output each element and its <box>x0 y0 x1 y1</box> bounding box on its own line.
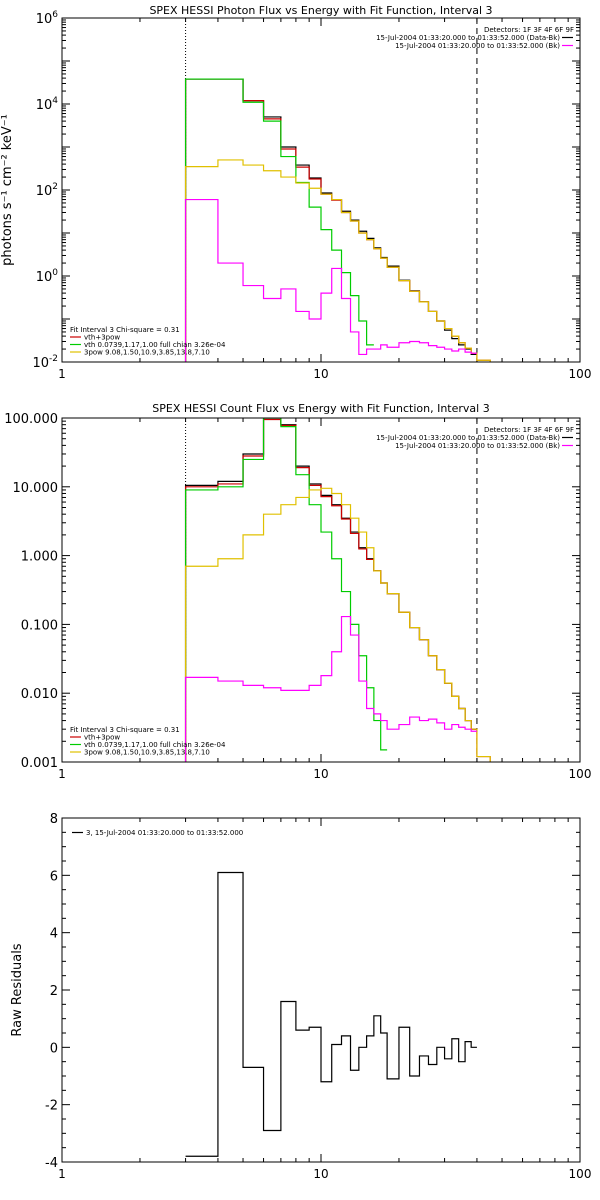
y-tick-label: 100.000 <box>4 412 58 427</box>
x-tick-label: 1 <box>58 767 66 781</box>
legend-header: Detectors: 1F 3F 4F 6F 9F <box>484 426 574 434</box>
y-tick-label: -2 <box>45 1099 58 1114</box>
series-background <box>184 198 477 362</box>
y-tick-label: 104 <box>36 96 59 113</box>
legend-header: Fit Interval 3 Chi-square = 0.31 <box>70 326 180 334</box>
series-data <box>184 78 477 362</box>
y-tick-label: -4 <box>45 1156 58 1171</box>
legend-entry-label: vth 0.0739,1.17,1.00 full chian 3.26e-04 <box>84 341 226 349</box>
plot-frame <box>61 17 581 363</box>
chart-1: SPEX HESSI Photon Flux vs Energy with Fi… <box>0 4 591 381</box>
y-tick-label: 0.010 <box>21 687 58 702</box>
legend-entry-label: 3pow 9.08,1.50,10.9,3.85,13.8,7.10 <box>84 349 210 357</box>
series-background <box>184 615 477 762</box>
y-tick-exponent: 0 <box>52 268 58 278</box>
y-tick-exponent: -2 <box>49 354 58 364</box>
series-powerlaw-line <box>184 487 491 762</box>
series-total <box>184 78 491 362</box>
y-tick-label: 102 <box>36 182 58 199</box>
legend-header: Detectors: 1F 3F 4F 6F 9F <box>484 26 574 34</box>
y-tick-label: 8 <box>50 812 58 827</box>
y-tick-label: 10.000 <box>13 481 59 496</box>
series-data-line <box>184 418 477 762</box>
x-tick-label: 100 <box>569 1167 592 1181</box>
series-thermal-line <box>184 418 388 762</box>
y-axis-label: photons s⁻¹ cm⁻² keV⁻¹ <box>0 114 15 266</box>
series-total-line <box>184 418 491 762</box>
series-thermal <box>184 418 388 762</box>
series-residuals-line <box>185 871 477 1157</box>
x-tick-label: 10 <box>313 767 328 781</box>
legend-entry-label: 3, 15-Jul-2004 01:33:20.000 to 01:33:52.… <box>86 829 243 837</box>
chart-title: SPEX HESSI Photon Flux vs Energy with Fi… <box>149 4 492 17</box>
y-tick-exponent: 6 <box>52 10 58 20</box>
series-total-line <box>184 78 491 362</box>
series-powerlaw <box>184 159 491 362</box>
y-axis-label: Raw Residuals <box>10 943 25 1036</box>
legend-entry-label: 3pow 9.08,1.50,10.9,3.85,13.8,7.10 <box>84 749 210 757</box>
series-background-line <box>184 615 477 762</box>
y-tick-exponent: 2 <box>52 182 58 192</box>
x-tick-label: 1 <box>58 1167 66 1181</box>
y-tick-label: 106 <box>36 10 59 27</box>
legend-entry-label: 15-Jul-2004 01:33:20.000 to 01:33:52.000… <box>376 34 560 42</box>
y-tick-base: 10 <box>32 356 49 371</box>
y-tick-exponent: 4 <box>52 96 58 106</box>
series-residuals <box>185 871 477 1157</box>
y-tick-base: 10 <box>36 98 53 113</box>
y-tick-label: 0.001 <box>21 756 58 771</box>
chart-title: SPEX HESSI Count Flux vs Energy with Fit… <box>152 402 489 415</box>
legend-entry-label: vth+3pow <box>84 734 120 742</box>
chart-3: 1 10 100 -4 -2 0 2 4 6 8 Raw Residuals 3, 15-Jul-20… <box>10 812 591 1181</box>
series-total <box>184 418 491 762</box>
legend-entry-label: 15-Jul-2004 01:33:20.000 to 01:33:52.000… <box>395 442 560 450</box>
x-tick-label: 1 <box>58 367 66 381</box>
y-tick-base: 10 <box>36 270 53 285</box>
y-tick-base: 10 <box>36 12 53 27</box>
y-tick-label: 10-2 <box>32 354 58 371</box>
y-tick-label: 2 <box>50 984 58 999</box>
y-tick-base: 10 <box>36 184 53 199</box>
legend-entry-label: 15-Jul-2004 01:33:20.000 to 01:33:52.000… <box>395 42 560 50</box>
series-data-line <box>184 78 477 362</box>
x-tick-label: 10 <box>313 1167 328 1181</box>
series-powerlaw <box>184 487 491 762</box>
series-powerlaw-line <box>184 159 491 362</box>
legend-entry-label: vth+3pow <box>84 334 120 342</box>
x-tick-label: 100 <box>569 767 592 781</box>
series-data <box>184 418 477 762</box>
y-tick-label: 4 <box>50 927 58 942</box>
series-background-line <box>184 198 477 362</box>
chart-2: SPEX HESSI Count Flux vs Energy with Fit… <box>4 402 591 781</box>
plot-frame <box>61 417 581 763</box>
legend-entry-label: 15-Jul-2004 01:33:20.000 to 01:33:52.000… <box>376 434 560 442</box>
y-tick-label: 0 <box>50 1041 58 1056</box>
x-tick-label: 100 <box>569 367 592 381</box>
series-thermal <box>184 78 374 362</box>
plot-frame <box>61 817 581 1163</box>
legend-entry-label: vth 0.0739,1.17,1.00 full chian 3.26e-04 <box>84 741 226 749</box>
y-tick-label: 100 <box>36 268 59 285</box>
y-tick-label: 0.100 <box>21 618 58 633</box>
x-tick-label: 10 <box>313 367 328 381</box>
legend-header: Fit Interval 3 Chi-square = 0.31 <box>70 726 180 734</box>
series-thermal-line <box>184 78 374 362</box>
y-tick-label: 6 <box>50 869 58 884</box>
y-tick-label: 1.000 <box>21 550 58 565</box>
